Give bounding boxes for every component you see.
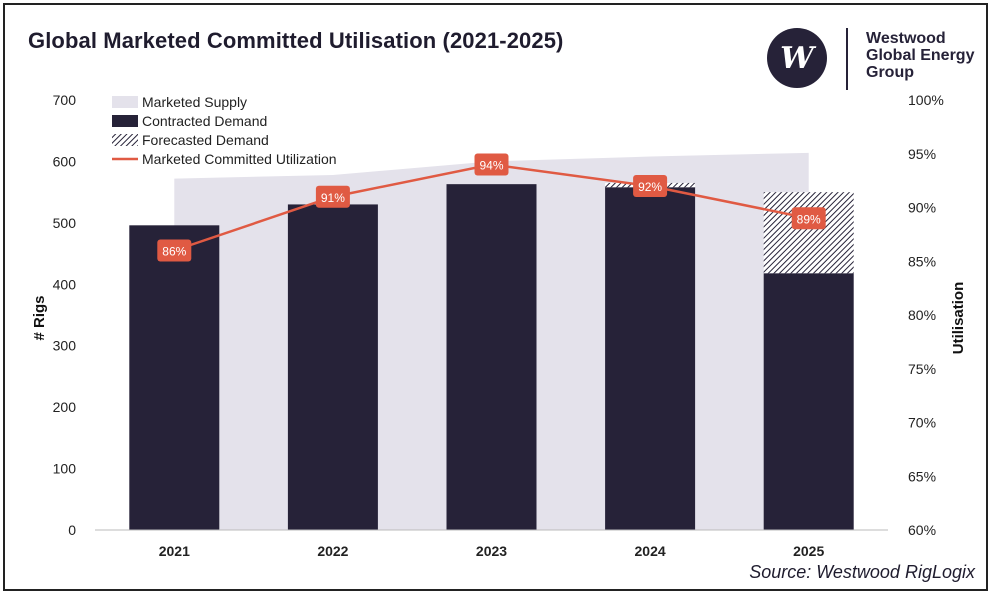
- source-note: Source: Westwood RigLogix: [749, 562, 975, 582]
- legend-swatch-supply: [112, 96, 138, 108]
- y2-tick-label: 75%: [908, 361, 936, 377]
- utilization-point-2024: [633, 175, 668, 197]
- y2-tick-label: 65%: [908, 468, 936, 484]
- x-tick-label: 2022: [317, 543, 348, 559]
- x-tick-label: 2025: [793, 543, 824, 559]
- forecast-bar-2025: [763, 192, 854, 274]
- contracted-bar-2022: [287, 204, 378, 530]
- contracted-bar-2024: [605, 187, 696, 530]
- utilization-label: 91%: [321, 191, 345, 205]
- y2-tick-label: 60%: [908, 522, 936, 538]
- y-tick-label: 100: [53, 461, 77, 477]
- logo-divider: [846, 28, 848, 90]
- utilization-point-2021: [157, 239, 192, 262]
- legend-label: Forecasted Demand: [142, 132, 269, 148]
- y-tick-label: 600: [53, 153, 77, 169]
- logo-line-2: Global Energy: [866, 47, 975, 64]
- utilization-label: 89%: [797, 212, 821, 226]
- utilization-label: 92%: [638, 180, 662, 194]
- y2-axis-title: Utilisation: [950, 282, 967, 355]
- logo-line-1: Westwood: [866, 30, 946, 47]
- contracted-bar-2021: [129, 225, 220, 531]
- utilization-label: 94%: [479, 159, 503, 173]
- y-tick-label: 700: [53, 92, 77, 108]
- y-tick-label: 400: [53, 276, 77, 292]
- y-tick-label: 200: [53, 399, 77, 415]
- y2-tick-label: 85%: [908, 253, 936, 269]
- contracted-bar-2023: [446, 184, 537, 530]
- westwood-logo-icon: W: [767, 28, 827, 88]
- legend-swatch-forecast: [112, 134, 138, 146]
- utilization-point-2022: [315, 185, 350, 208]
- chart-title: Global Marketed Committed Utilisation (2…: [28, 28, 564, 53]
- y-tick-label: 300: [53, 338, 77, 354]
- utilization-label: 86%: [162, 245, 186, 259]
- logo-text: Westwood Global Energy Group: [866, 30, 986, 81]
- y2-tick-label: 95%: [908, 146, 936, 162]
- logo-line-3: Group: [866, 64, 914, 81]
- x-tick-label: 2023: [476, 543, 507, 559]
- contracted-bar-2025: [763, 273, 854, 530]
- utilization-point-2025: [791, 207, 826, 230]
- y2-tick-label: 80%: [908, 307, 936, 323]
- legend-swatch-contracted: [112, 115, 138, 127]
- x-tick-label: 2021: [159, 543, 190, 559]
- utilization-point-2023: [474, 153, 509, 176]
- y2-tick-label: 70%: [908, 415, 936, 431]
- y-tick-label: 0: [68, 522, 76, 538]
- y2-tick-label: 100%: [908, 92, 944, 108]
- x-tick-label: 2024: [635, 543, 666, 559]
- legend-label: Marketed Supply: [142, 94, 247, 110]
- legend-label: Contracted Demand: [142, 113, 267, 129]
- y-tick-label: 500: [53, 215, 77, 231]
- y2-tick-label: 90%: [908, 200, 936, 216]
- legend-label: Marketed Committed Utilization: [142, 151, 337, 167]
- y-axis-title: # Rigs: [31, 295, 48, 340]
